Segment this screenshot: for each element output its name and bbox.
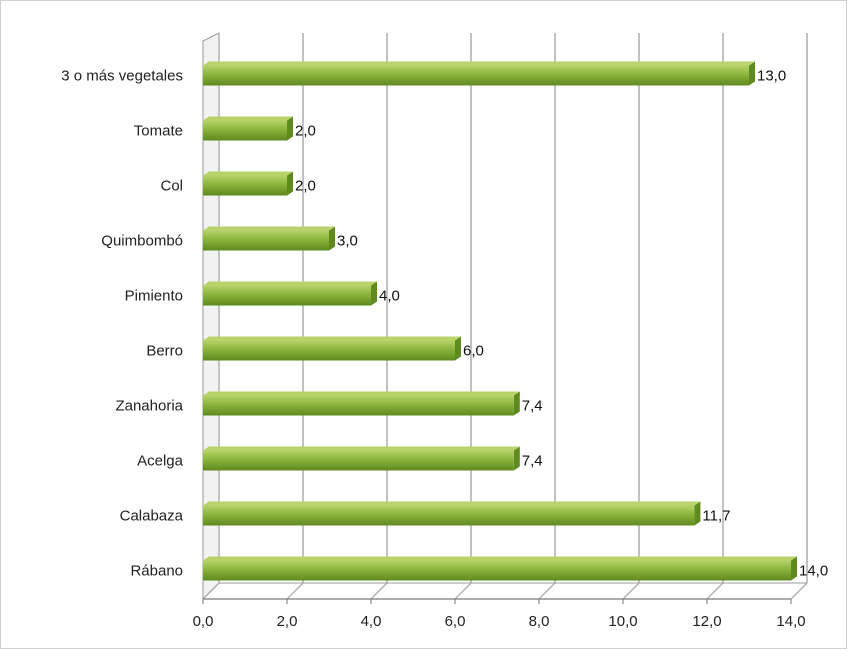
value-label: 3,0 (337, 233, 358, 250)
category-label: Zanahoria (115, 398, 183, 415)
bar-end-cap (329, 226, 335, 251)
x-tick-label: 0,0 (193, 613, 214, 630)
bar-top-face (203, 501, 701, 506)
value-label: 6,0 (463, 343, 484, 360)
bar-top-face (203, 226, 335, 231)
bar-top-face (203, 336, 461, 341)
bar (203, 65, 749, 86)
category-label: Col (160, 178, 183, 195)
bar (203, 175, 287, 196)
bar-top-face (203, 281, 377, 286)
x-tick-label: 4,0 (361, 613, 382, 630)
x-tick-label: 10,0 (608, 613, 637, 630)
category-label: Calabaza (120, 508, 184, 525)
bar (203, 230, 329, 251)
value-labels: 13,0 2,0 2,0 3,0 4,0 6,0 7,4 7,4 11,7 14,0 (295, 68, 828, 580)
bar (203, 505, 695, 526)
bar (203, 285, 371, 306)
bar-top-face (203, 446, 520, 451)
bar-end-cap (791, 556, 797, 581)
bar (203, 395, 514, 416)
bar-top-face (203, 556, 797, 561)
x-tick-label: 8,0 (529, 613, 550, 630)
bar (203, 450, 514, 471)
bar-end-cap (513, 391, 520, 416)
value-label: 2,0 (295, 178, 316, 195)
bar-top-face (203, 171, 293, 176)
value-label: 14,0 (799, 563, 828, 580)
bar-end-cap (371, 281, 377, 306)
category-labels: 3 o más vegetales Tomate Col Quimbombó Pimie… (61, 68, 183, 580)
category-label: 3 o más vegetales (61, 68, 183, 85)
gridline-floor (706, 582, 724, 600)
category-label: Tomate (134, 123, 183, 140)
bar-end-cap (455, 336, 461, 361)
x-tick-labels: 0,0 2,0 4,0 6,0 8,0 10,0 12,0 14,0 (193, 613, 806, 630)
bar-end-cap (287, 116, 293, 141)
category-label: Rábano (130, 563, 183, 580)
bar-end-cap (694, 501, 701, 526)
bar-layer (203, 61, 797, 581)
bar-top-face (203, 61, 755, 66)
bar-top-face (203, 116, 293, 121)
bar (203, 120, 287, 141)
gridline-floor (622, 582, 640, 600)
gridline-floor (370, 582, 388, 600)
value-label: 13,0 (757, 68, 786, 85)
gridline-floor (454, 582, 472, 600)
bar (203, 340, 455, 361)
bar-end-cap (513, 446, 520, 471)
gridline-floor (790, 582, 808, 600)
value-label: 2,0 (295, 123, 316, 140)
gridline-floor (286, 582, 304, 600)
x-tick-label: 6,0 (445, 613, 466, 630)
x-tick-label: 14,0 (776, 613, 805, 630)
category-label: Quimbombó (101, 233, 183, 250)
x-tick-label: 2,0 (277, 613, 298, 630)
bar (203, 560, 791, 581)
value-label: 7,4 (522, 453, 543, 470)
bar-top-face (203, 391, 520, 396)
value-label: 7,4 (522, 398, 543, 415)
bar-end-cap (749, 61, 755, 86)
category-label: Acelga (137, 453, 184, 470)
gridline-floor (538, 582, 556, 600)
value-label: 4,0 (379, 288, 400, 305)
category-label: Pimiento (125, 288, 183, 305)
category-label: Berro (146, 343, 183, 360)
value-label: 11,7 (702, 508, 730, 525)
bar-end-cap (287, 171, 293, 196)
x-tick-label: 12,0 (692, 613, 721, 630)
